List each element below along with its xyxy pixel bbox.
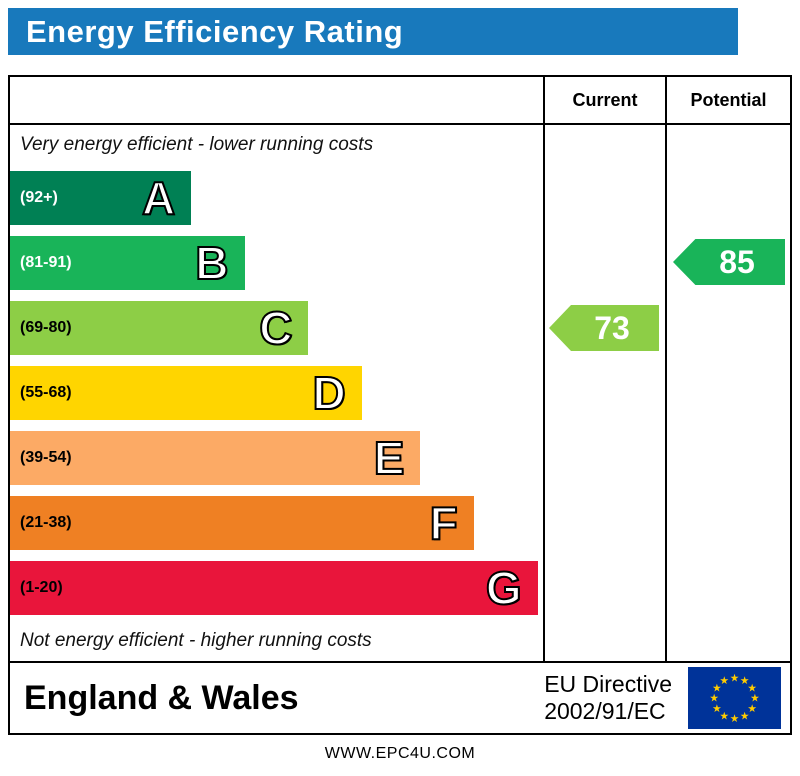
current-rating-arrow: 73: [549, 305, 659, 351]
band-f: (21-38) F: [10, 495, 474, 550]
band-letter: C: [258, 301, 293, 354]
band-c: (69-80) C: [10, 300, 309, 355]
band-row: (39-54) E: [10, 425, 543, 490]
svg-text:★: ★: [712, 682, 722, 695]
title-bar: Energy Efficiency Rating: [8, 8, 738, 55]
svg-text:★: ★: [730, 671, 740, 684]
watermark-url: WWW.EPC4U.COM: [324, 745, 476, 762]
band-range-label: (21-38): [20, 513, 72, 531]
bottom-note: Not energy efficient - higher running co…: [20, 630, 372, 651]
svg-text:★: ★: [712, 702, 722, 715]
band-letter: A: [141, 171, 176, 224]
band-range-label: (81-91): [20, 253, 72, 271]
eu-directive-text: EU Directive 2002/91/EC: [544, 671, 672, 725]
potential-column: 85: [665, 125, 790, 661]
svg-text:★: ★: [740, 674, 750, 687]
top-note: Very energy efficient - lower running co…: [20, 134, 374, 155]
svg-text:★: ★: [720, 674, 730, 687]
svg-text:★: ★: [747, 682, 757, 695]
band-letter: E: [373, 431, 406, 484]
table-body-row: Very energy efficient - lower running co…: [10, 125, 790, 663]
band-range-label: (1-20): [20, 578, 63, 596]
band-range-label: (69-80): [20, 318, 72, 336]
svg-text:★: ★: [709, 692, 719, 705]
potential-rating-arrow: 85: [673, 239, 785, 285]
band-letter: F: [429, 496, 459, 549]
band-range-label: (39-54): [20, 448, 72, 466]
column-header-empty: [10, 77, 543, 123]
rating-bands-area: Very energy efficient - lower running co…: [10, 125, 543, 661]
eu-directive-line2: 2002/91/EC: [544, 698, 666, 724]
region-label: England & Wales: [24, 678, 299, 717]
table-footer-row: England & Wales EU Directive 2002/91/EC …: [10, 663, 790, 733]
svg-text:★: ★: [747, 702, 757, 715]
band-d: (55-68) D: [10, 365, 362, 420]
svg-text:★: ★: [740, 709, 750, 722]
current-column: 73: [543, 125, 665, 661]
band-letter: D: [312, 366, 347, 419]
eu-directive-line1: EU Directive: [544, 671, 672, 697]
column-header-potential: Potential: [665, 77, 790, 123]
band-range-label: (92+): [20, 188, 58, 206]
eu-flag-bg: [688, 667, 781, 729]
page-title: Energy Efficiency Rating: [26, 13, 404, 49]
rating-table: Current Potential Very energy efficient …: [8, 75, 792, 735]
band-row: (92+) A: [10, 165, 543, 230]
potential-rating-value: 85: [719, 243, 755, 280]
bands-container: (92+) A (81-91) B (69-80) C: [10, 165, 543, 621]
band-row: (1-20) G: [10, 555, 543, 620]
band-row: (55-68) D: [10, 360, 543, 425]
band-a: (92+) A: [10, 170, 192, 225]
band-row: (81-91) B: [10, 230, 543, 295]
band-b: (81-91) B: [10, 235, 245, 290]
svg-text:★: ★: [720, 709, 730, 722]
eu-flag: ★ ★★★★★★★★★★★: [688, 667, 781, 729]
band-letter: B: [194, 236, 229, 289]
column-header-current: Current: [543, 77, 665, 123]
table-header-row: Current Potential: [10, 77, 790, 125]
eu-flag-stars: ★ ★★★★★★★★★★★: [709, 671, 759, 725]
band-e: (39-54) E: [10, 430, 421, 485]
band-g: (1-20) G: [10, 560, 538, 615]
svg-text:★: ★: [730, 712, 740, 725]
band-row: (21-38) F: [10, 490, 543, 555]
band-range-label: (55-68): [20, 383, 72, 401]
svg-text:★: ★: [750, 692, 760, 705]
band-letter: G: [485, 561, 523, 614]
current-rating-value: 73: [594, 309, 630, 346]
band-row: (69-80) C: [10, 295, 543, 360]
